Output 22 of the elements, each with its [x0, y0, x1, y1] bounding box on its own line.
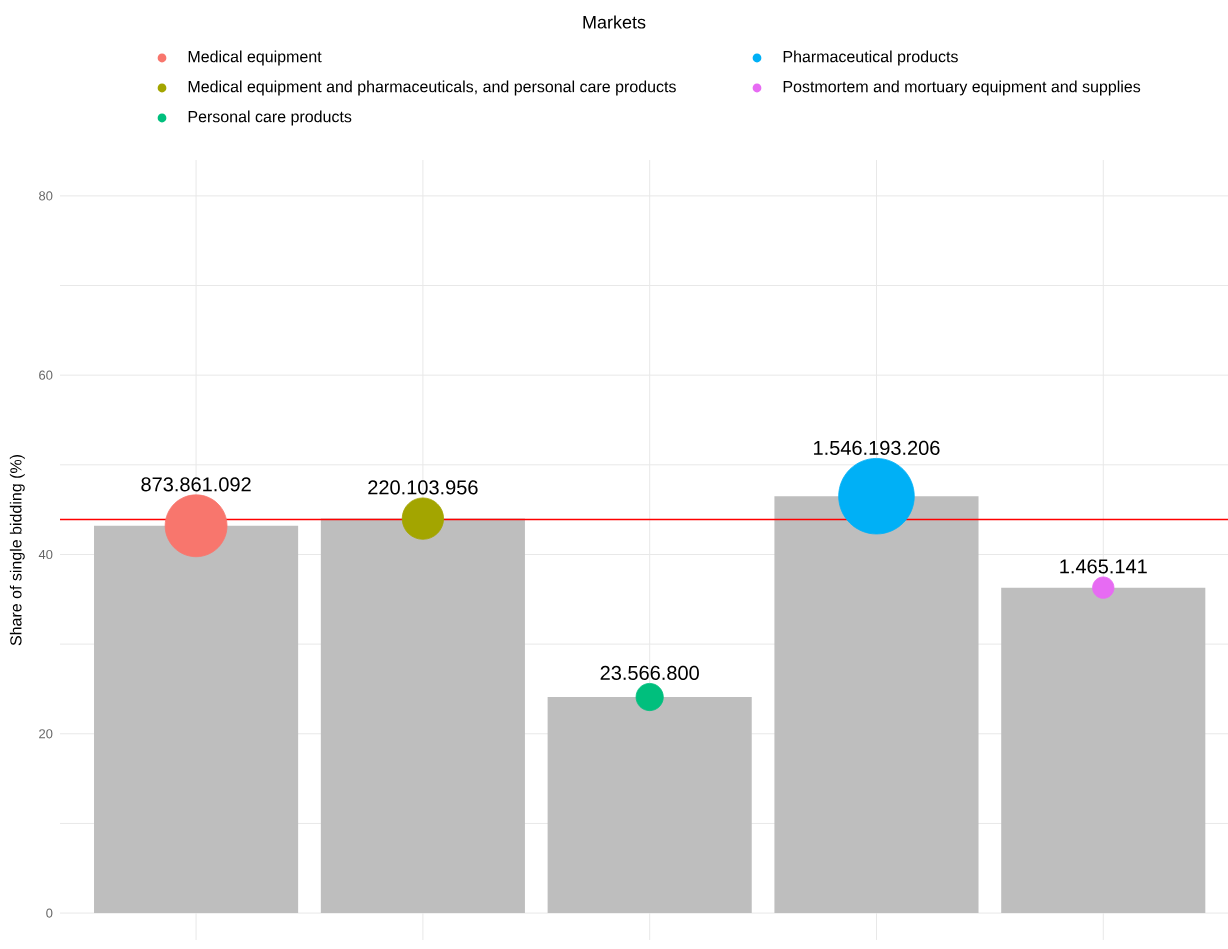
legend-label: Medical equipment — [188, 50, 322, 66]
bar — [94, 525, 299, 914]
annotation: 1.465.141 — [1060, 559, 1147, 574]
y-tick-label: 60 — [39, 370, 53, 380]
annotation: 23.566.800 — [600, 665, 699, 680]
bar — [320, 518, 525, 914]
y-tick-label: 0 — [46, 908, 53, 918]
legend-label: Pharmaceutical products — [783, 50, 958, 66]
bar — [547, 697, 752, 914]
y-tick-label: 80 — [39, 191, 53, 201]
y-axis-title: Share of single bidding (%) — [9, 454, 25, 646]
legend-label: Personal care products — [188, 110, 352, 126]
legend-title: Markets — [583, 15, 646, 29]
annotation: 220.103.956 — [368, 480, 478, 495]
y-tick-label: 40 — [38, 549, 53, 560]
y-tick-label: 20 — [39, 729, 53, 739]
legend-label: Postmortem and mortuary equipment and supplies — [783, 80, 1141, 96]
annotation: 873.861.092 — [141, 477, 251, 492]
legend-label: Medical equipment and pharmaceuticals, and personal care products — [188, 80, 676, 96]
annotation: 1.546.193.206 — [814, 440, 940, 455]
bar — [1001, 587, 1206, 914]
bar — [774, 496, 979, 914]
